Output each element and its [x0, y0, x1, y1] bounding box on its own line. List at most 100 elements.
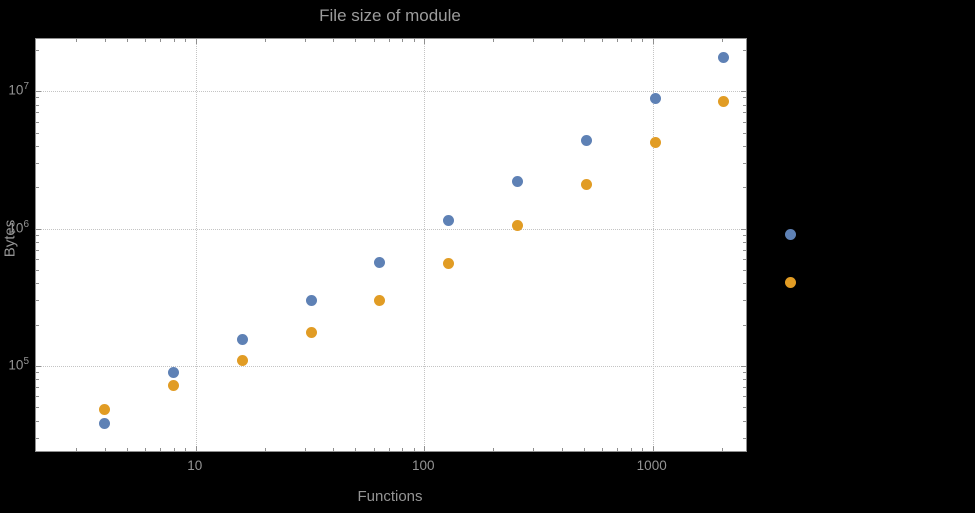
x-tick [424, 446, 426, 451]
y-tick [741, 91, 746, 93]
data-point-series-2 [305, 327, 317, 338]
y-tick [36, 97, 39, 99]
x-tick [642, 448, 644, 451]
x-tick [333, 39, 335, 42]
x-tick [76, 39, 78, 42]
x-axis-label: Functions [357, 488, 423, 505]
x-tick [630, 39, 632, 42]
x-tick-label: 1000 [636, 458, 667, 473]
x-tick [126, 448, 128, 451]
x-tick [561, 39, 563, 42]
y-tick [743, 259, 746, 261]
y-tick [36, 269, 39, 271]
data-point-series-1 [511, 176, 523, 188]
data-point-series-1 [580, 134, 592, 146]
x-tick [493, 448, 494, 451]
y-tick-label: 107 [8, 81, 29, 98]
x-tick-label: 10 [187, 458, 203, 473]
y-tick-label: 105 [8, 355, 29, 373]
x-tick [652, 446, 654, 451]
x-tick [388, 39, 390, 42]
data-point-series-1 [305, 294, 317, 306]
x-tick [304, 39, 306, 42]
y-tick [743, 396, 746, 398]
x-tick [373, 39, 375, 42]
x-tick [195, 39, 197, 44]
y-tick [743, 269, 746, 271]
y-tick [36, 241, 39, 243]
y-tick [743, 387, 746, 389]
y-axis-label: Bytes [1, 219, 19, 258]
data-point-series-1 [443, 214, 455, 226]
x-tick [185, 39, 187, 42]
data-point-series-2 [511, 220, 523, 232]
y-tick [743, 300, 746, 302]
x-tick [413, 448, 415, 451]
y-tick [36, 104, 39, 106]
data-point-series-2 [443, 257, 455, 269]
y-tick [36, 121, 39, 123]
x-tick [264, 448, 266, 451]
y-tick [743, 121, 746, 123]
y-tick [36, 437, 39, 439]
data-point-series-2 [236, 354, 248, 366]
x-tick [493, 39, 494, 42]
x-tick [721, 448, 723, 451]
y-tick [743, 324, 746, 326]
x-tick [195, 446, 197, 451]
data-point-series-2 [580, 178, 592, 190]
y-tick [743, 234, 746, 236]
x-tick [602, 448, 604, 451]
y-tick-label: 106 [8, 218, 29, 236]
data-point-series-2 [374, 294, 386, 306]
x-tick [373, 448, 375, 451]
data-point-series-2 [168, 379, 180, 391]
y-tick [36, 91, 41, 93]
y-tick [743, 145, 746, 147]
chart-title: File size of module [319, 6, 461, 25]
y-tick [743, 112, 746, 114]
x-tick [583, 39, 585, 42]
y-tick [36, 300, 39, 302]
y-tick [36, 187, 39, 189]
data-point-series-1 [168, 366, 180, 378]
plot-area [35, 38, 747, 452]
y-tick [743, 437, 746, 439]
x-gridline [424, 39, 426, 451]
y-tick [743, 97, 746, 99]
y-tick [36, 379, 39, 381]
y-tick [743, 283, 746, 285]
x-tick [333, 448, 335, 451]
x-tick [602, 39, 604, 42]
y-gridline [36, 91, 746, 93]
legend-marker-series-2 [785, 277, 796, 288]
y-tick [36, 396, 39, 398]
data-point-series-2 [99, 404, 111, 416]
x-tick [402, 39, 404, 42]
x-tick [355, 448, 357, 451]
x-tick [424, 39, 426, 44]
x-tick [413, 39, 415, 42]
y-tick [36, 132, 39, 134]
y-tick [743, 163, 746, 165]
x-tick [145, 448, 147, 451]
x-tick [104, 39, 106, 42]
x-tick [533, 39, 535, 42]
x-tick [76, 448, 78, 451]
x-tick [160, 39, 162, 42]
y-tick [743, 132, 746, 134]
y-tick [743, 372, 746, 374]
x-tick [145, 39, 147, 42]
y-tick [36, 234, 39, 236]
x-tick-label: 100 [411, 458, 435, 473]
y-tick [36, 163, 39, 165]
y-tick [36, 324, 39, 326]
y-tick [741, 228, 746, 230]
x-tick [264, 39, 266, 42]
y-tick [36, 112, 39, 114]
y-tick [36, 259, 39, 261]
x-tick [355, 39, 357, 42]
x-tick [185, 448, 187, 451]
data-point-series-1 [374, 256, 386, 268]
